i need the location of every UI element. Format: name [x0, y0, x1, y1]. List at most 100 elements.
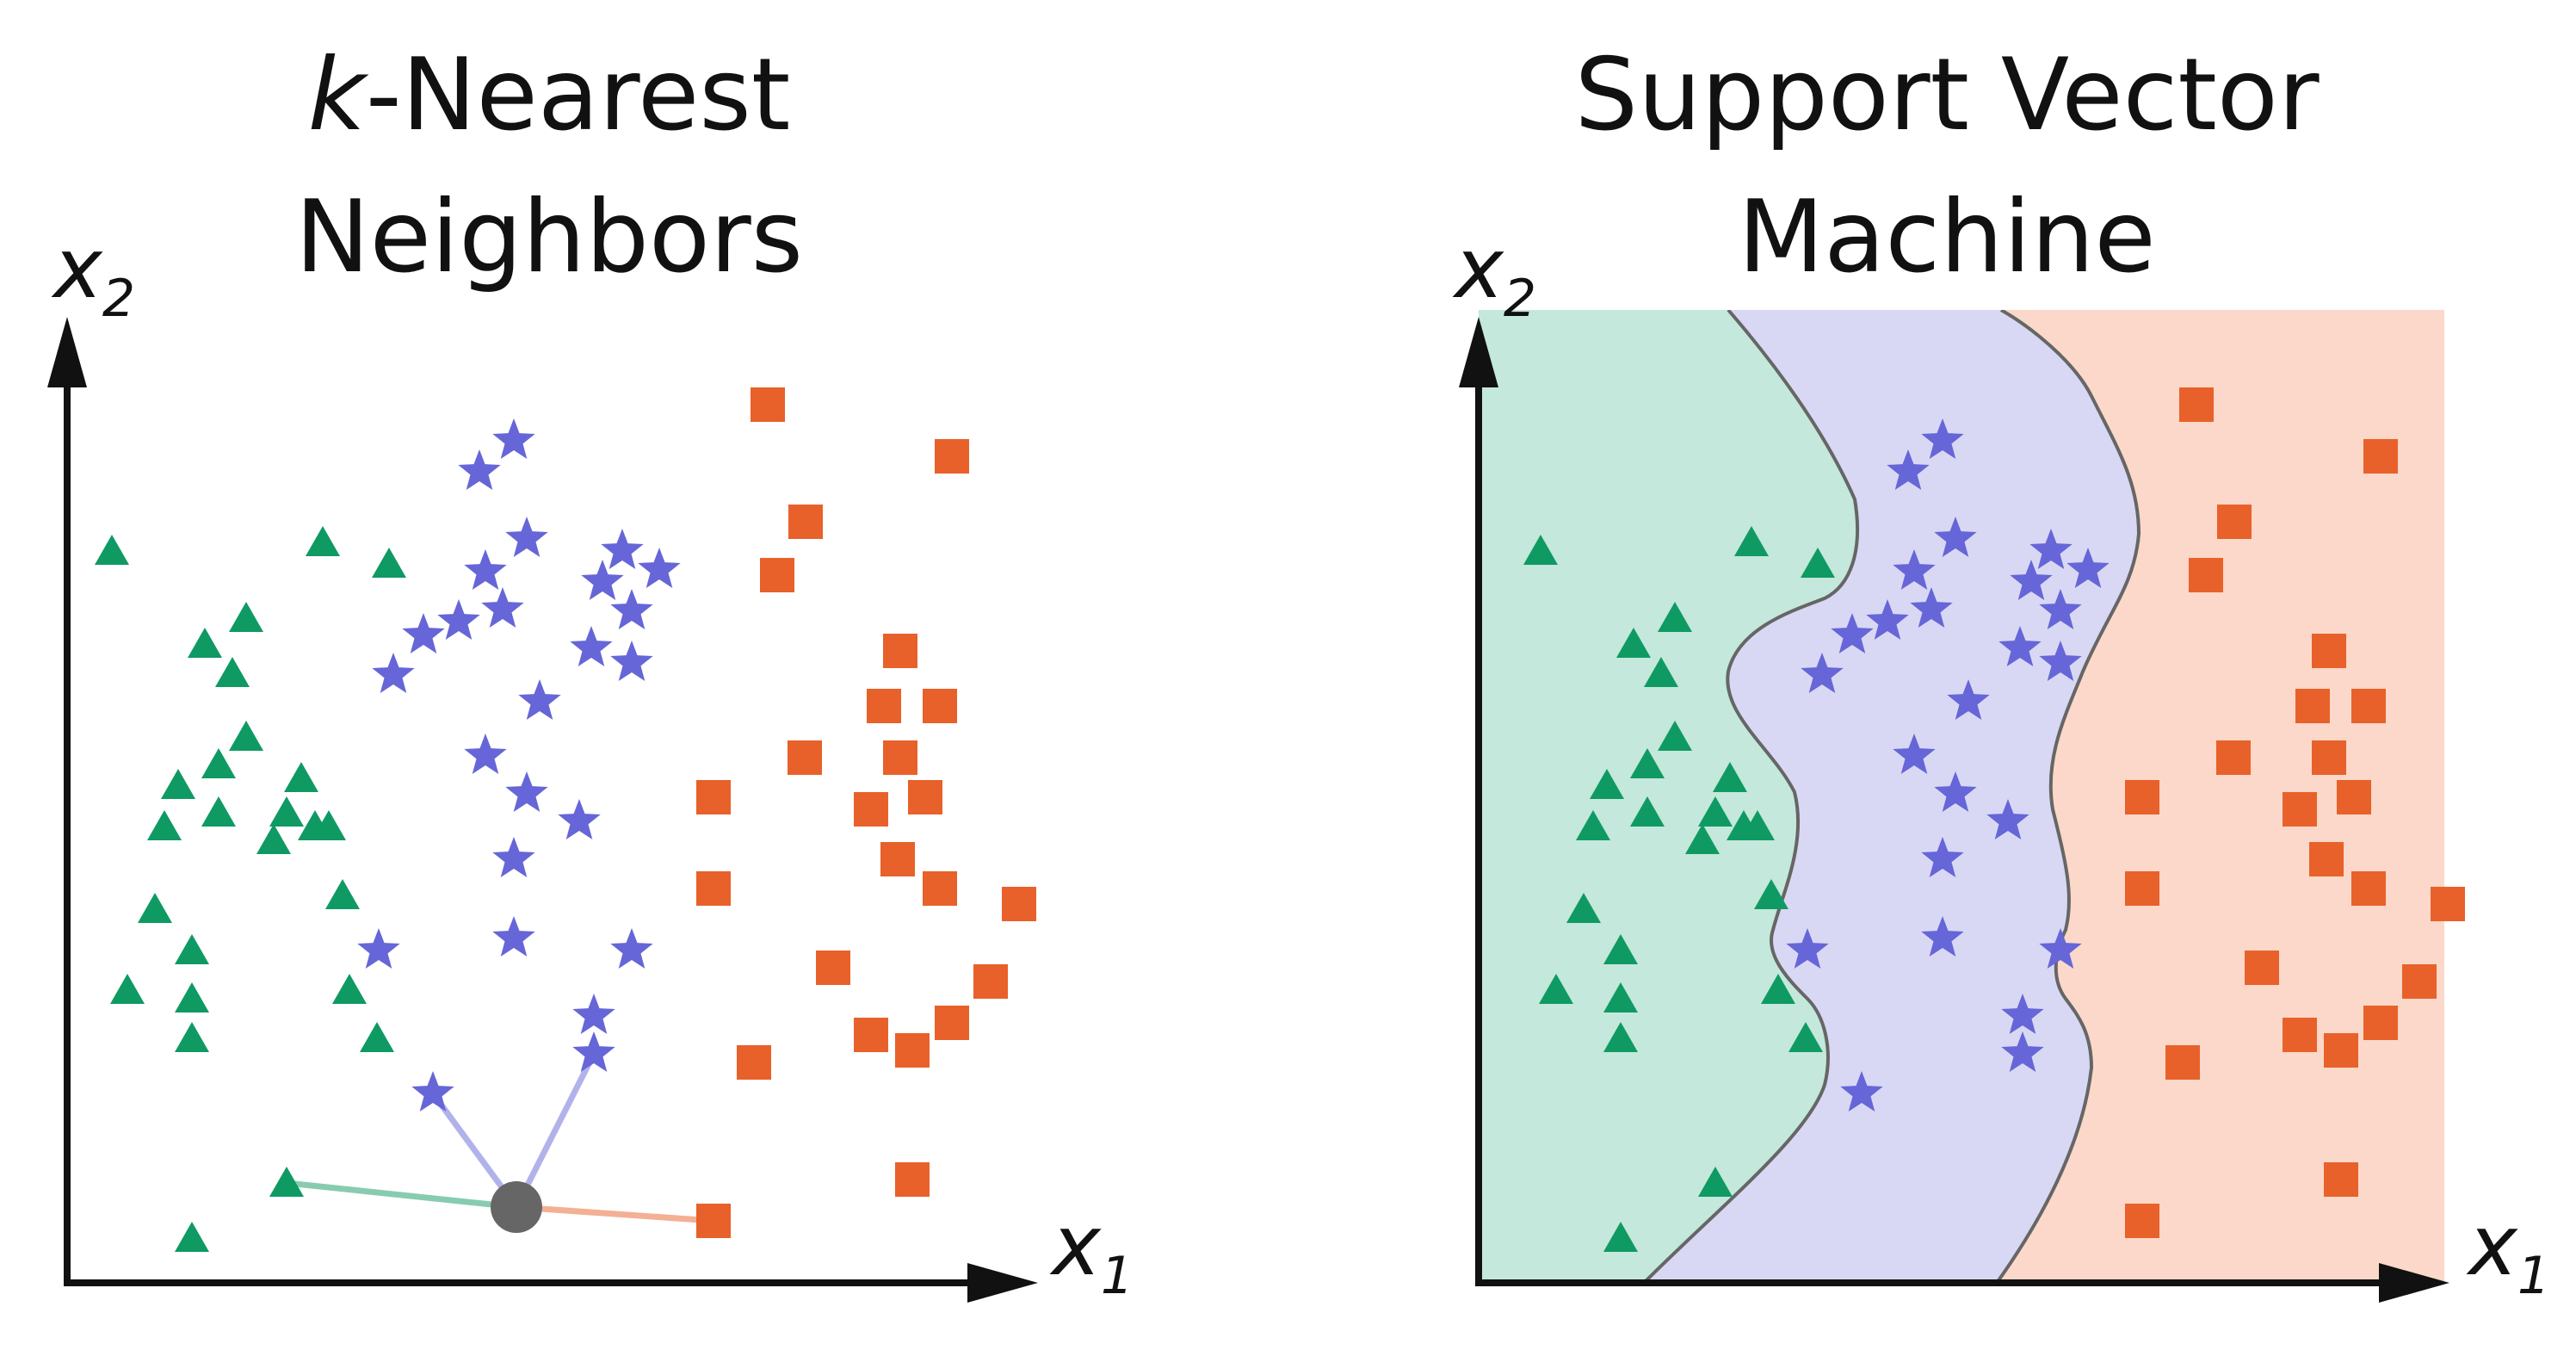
knn-star-point — [437, 599, 480, 640]
knn-star-point — [481, 587, 524, 628]
svm-triangle-point — [1658, 721, 1692, 751]
knn-triangle-point — [110, 974, 145, 1004]
svm-square-point — [2312, 740, 2346, 775]
knn-square-point — [696, 780, 731, 814]
svm-triangle-point — [1788, 1022, 1823, 1052]
knn-square-point — [895, 1162, 930, 1197]
svm-star-point — [1921, 418, 1964, 459]
svm-triangle-point — [1539, 974, 1573, 1004]
svm-x-axis-label: x1 — [2466, 1198, 2550, 1306]
knn-square-point — [935, 439, 969, 474]
svm-triangle-point — [1754, 879, 1788, 909]
knn-square-point — [760, 558, 794, 592]
svm-square-point — [2312, 634, 2346, 668]
knn-triangle-point — [175, 934, 209, 964]
svm-triangle-point — [1616, 628, 1651, 658]
knn-square-point — [696, 871, 731, 906]
knn-triangle-point — [269, 1167, 304, 1197]
knn-triangle-point — [229, 721, 263, 751]
knn-triangle-point — [188, 628, 222, 658]
svm-title-line-2: Machine — [1738, 179, 2156, 295]
svm-triangle-point — [1603, 1222, 1638, 1252]
knn-title-rest: -Nearest — [366, 37, 791, 153]
knn-triangle-point — [215, 657, 250, 687]
svm-axes: x2 x1 — [1452, 220, 2550, 1306]
svm-title-line-1: Support Vector — [1574, 37, 2319, 153]
svm-triangle-point — [1603, 1022, 1638, 1052]
svm-points — [1523, 387, 2465, 1252]
svm-triangle-point — [1734, 526, 1769, 556]
knn-triangle-point — [147, 810, 182, 840]
knn-title-line-1: k-Nearest — [308, 37, 791, 153]
knn-x-axis-arrowhead — [967, 1263, 1038, 1303]
svm-square-point — [2363, 439, 2398, 474]
svm-square-point — [2337, 780, 2371, 814]
knn-square-point — [895, 1033, 930, 1068]
knn-square-point — [1002, 887, 1036, 921]
svm-star-point — [1921, 916, 1964, 957]
knn-triangle-point — [175, 982, 209, 1012]
knn-triangle-point — [161, 769, 195, 799]
knn-star-point — [610, 928, 653, 969]
svm-star-point — [2001, 994, 2044, 1034]
knn-x-axis-label: x1 — [1049, 1198, 1134, 1306]
svm-x-axis-subscript: 1 — [2517, 1246, 2550, 1306]
knn-square-point — [751, 387, 785, 422]
knn-triangle-point — [332, 974, 367, 1004]
knn-triangle-point — [269, 796, 304, 827]
svm-square-point — [2309, 842, 2344, 876]
svm-triangle-point — [1576, 810, 1610, 840]
svm-square-point — [2351, 689, 2386, 723]
svm-square-point — [2189, 558, 2223, 592]
svm-triangle-point — [1590, 769, 1624, 799]
knn-square-point — [854, 1018, 888, 1052]
svm-star-point — [1921, 837, 1964, 877]
svm-square-point — [2217, 505, 2252, 539]
knn-star-point — [464, 734, 507, 774]
svm-star-point — [1947, 679, 1990, 720]
svm-square-point — [2363, 1006, 2398, 1040]
svm-star-point — [1893, 734, 1936, 774]
svm-x-axis-letter: x — [2466, 1198, 2518, 1294]
knn-square-point — [880, 842, 915, 876]
svm-square-point — [2216, 740, 2251, 775]
svm-square-point — [2431, 887, 2465, 921]
svm-y-axis-subscript: 2 — [1504, 269, 1536, 329]
svm-x-axis-arrowhead — [2379, 1263, 2449, 1303]
svm-star-point — [1893, 549, 1936, 590]
svm-panel: Support Vector Machine x2 x1 — [1452, 37, 2550, 1306]
knn-triangle-point — [306, 526, 340, 556]
svm-star-point — [1887, 449, 1930, 490]
svm-square-point — [2125, 1204, 2159, 1238]
neighbor-line-star — [513, 1052, 597, 1209]
knn-square-point — [923, 689, 957, 723]
knn-triangle-point — [256, 824, 291, 854]
knn-star-point — [505, 517, 548, 557]
knn-triangle-point — [284, 762, 318, 792]
knn-star-point — [610, 589, 653, 629]
knn-x-axis-letter: x — [1049, 1198, 1102, 1294]
knn-square-point — [788, 740, 822, 775]
knn-y-axis-letter: x — [51, 220, 103, 317]
svm-triangle-point — [1603, 934, 1638, 964]
svm-triangle-point — [1713, 762, 1747, 792]
svm-star-point — [2039, 589, 2082, 629]
svm-star-point — [1866, 599, 1909, 640]
knn-points — [95, 387, 1036, 1252]
svm-triangle-point — [1630, 748, 1665, 778]
knn-star-point — [492, 916, 535, 957]
knn-star-point — [458, 449, 501, 490]
svm-triangle-point — [1523, 535, 1558, 565]
svm-square-point — [2179, 387, 2214, 422]
svm-y-axis-letter: x — [1452, 220, 1504, 317]
knn-title-line-2: Neighbors — [295, 179, 803, 295]
svm-star-point — [2010, 560, 2053, 600]
svm-star-point — [1831, 613, 1874, 653]
knn-triangle-point — [372, 548, 406, 578]
knn-square-point — [973, 964, 1008, 999]
knn-triangle-point — [312, 810, 346, 840]
knn-star-point — [492, 418, 535, 459]
svm-square-point — [2402, 964, 2437, 999]
decision-boundary-right — [1995, 310, 2141, 1283]
